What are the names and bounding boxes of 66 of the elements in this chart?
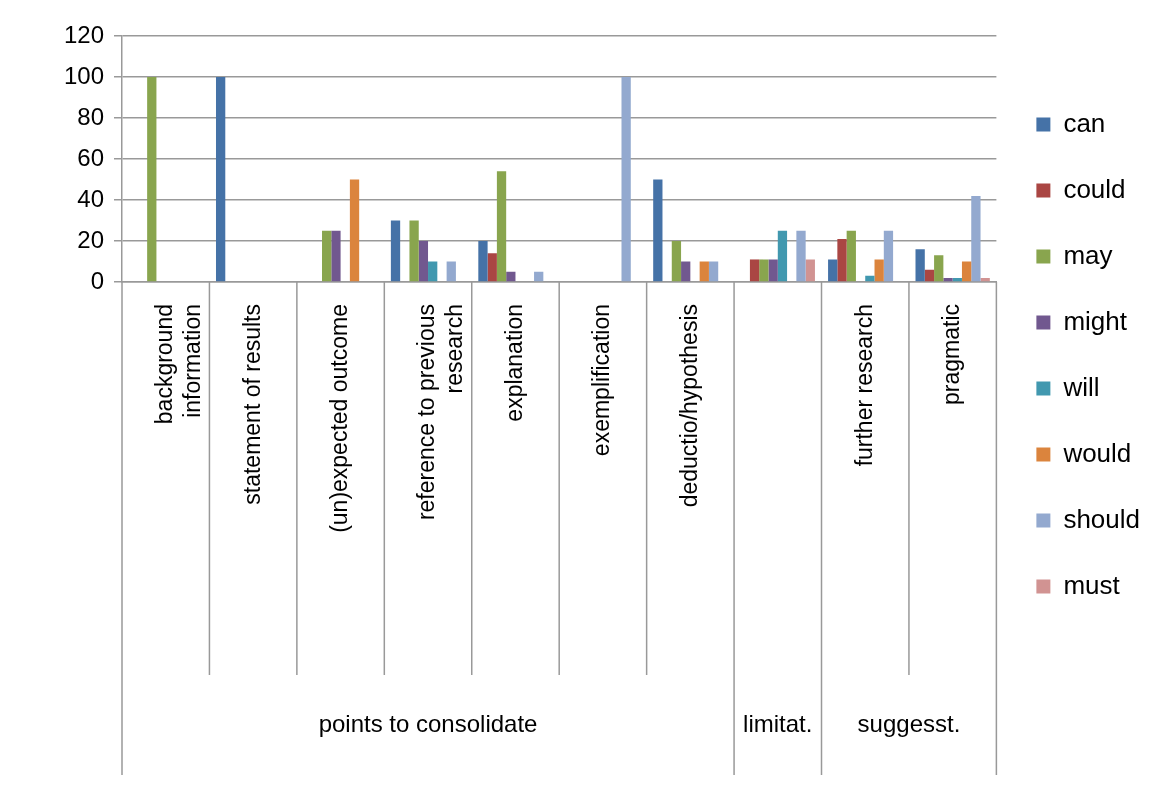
bar <box>496 171 507 282</box>
bar <box>837 238 847 282</box>
bar <box>924 269 935 282</box>
bar <box>828 259 838 282</box>
bar <box>846 230 856 282</box>
bar <box>331 230 341 282</box>
x-tick-label: pragmatic <box>938 304 965 405</box>
bar <box>534 271 544 282</box>
bar <box>487 253 497 282</box>
bar <box>915 249 925 282</box>
text: suggesst. <box>857 709 961 737</box>
bar <box>883 230 894 282</box>
bar <box>390 220 401 282</box>
bar <box>478 241 488 282</box>
bar <box>708 261 719 282</box>
y-tick-label: 20 <box>77 225 104 253</box>
bar <box>428 261 438 282</box>
bar <box>216 77 226 282</box>
bar <box>699 261 709 282</box>
bar <box>446 261 456 282</box>
bar <box>322 230 332 282</box>
bar <box>934 255 944 282</box>
bar <box>681 261 691 282</box>
bar <box>621 77 631 282</box>
x-tick-label: further research <box>850 304 877 467</box>
legend-label: would <box>1062 437 1132 468</box>
y-tick-label: 40 <box>77 184 104 212</box>
legend-label: could <box>1063 173 1126 204</box>
bar <box>506 271 516 282</box>
y-tick-label: 120 <box>63 20 104 48</box>
bar <box>796 230 806 282</box>
x-tick-label: (un)expected outcome <box>325 304 352 533</box>
x-tick-label: explanation <box>500 304 527 422</box>
bar <box>749 259 760 282</box>
text: points to consolidate <box>318 709 538 737</box>
legend-label: can <box>1063 107 1106 138</box>
bar <box>349 179 360 282</box>
bar <box>961 261 972 282</box>
bar <box>759 259 769 282</box>
y-tick-label: 80 <box>77 102 104 130</box>
bar <box>874 259 884 282</box>
bar <box>671 241 682 282</box>
legend-label: should <box>1063 503 1141 534</box>
bar <box>971 195 981 282</box>
bar <box>147 77 157 282</box>
y-tick-label: 100 <box>63 61 104 89</box>
bar <box>653 179 663 282</box>
bar <box>409 220 419 282</box>
legend-label: might <box>1063 305 1128 336</box>
x-tick-label: exemplification <box>588 304 615 457</box>
y-tick-label: 0 <box>90 266 104 294</box>
bar <box>865 275 875 282</box>
bar <box>805 259 815 282</box>
bar <box>943 277 953 282</box>
legend-label: may <box>1063 239 1113 270</box>
x-tick-label: background information <box>151 304 205 425</box>
x-tick-label: reference to previous research <box>413 304 467 521</box>
bar <box>768 259 778 282</box>
x-tick-label: statement of results <box>238 304 265 505</box>
text: limitat. <box>743 709 813 737</box>
bar <box>418 241 429 282</box>
legend-label: must <box>1063 569 1121 600</box>
legend-label: will <box>1062 371 1100 402</box>
x-tick-label: deductio/hypothesis <box>675 304 702 508</box>
bar <box>777 230 788 282</box>
y-tick-label: 60 <box>77 143 104 171</box>
